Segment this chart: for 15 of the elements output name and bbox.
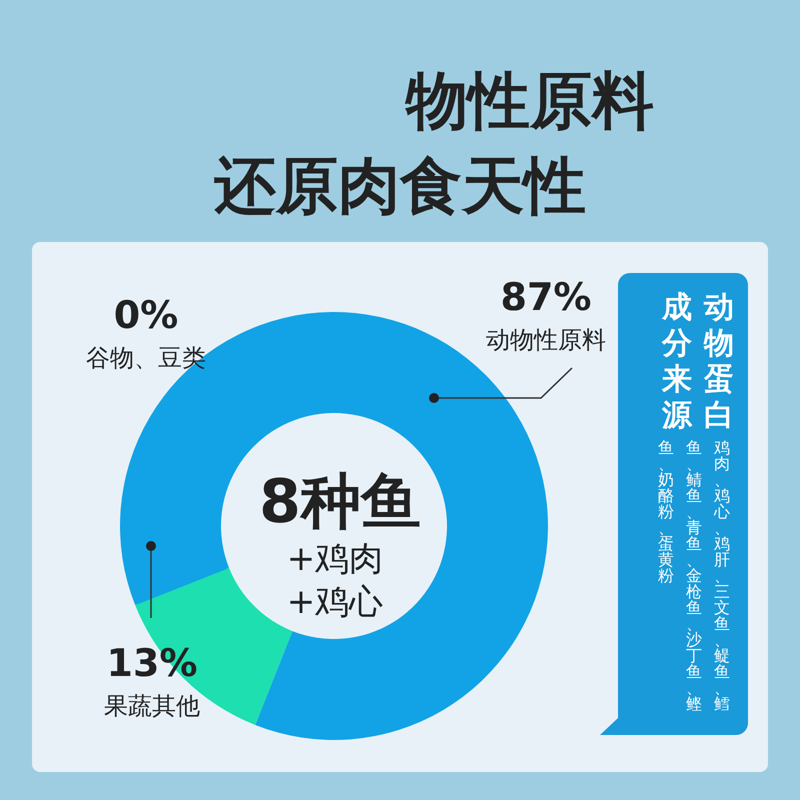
text: +鸡心 — [286, 582, 384, 622]
text: 鱼、鲭鱼、青鱼、金枪鱼、沙丁鱼、鲣 — [686, 438, 702, 713]
text: 动物蛋白 — [702, 290, 735, 434]
text: 0% — [114, 293, 178, 337]
text: 鸡肉、鸡心、鸡肝、三文鱼、鳀鱼、鳕 — [714, 438, 730, 713]
data-label: 87% — [500, 275, 592, 319]
text: 鱼、奶酪粉、蛋黄粉 — [658, 438, 674, 585]
chart-title: 物性原料 — [404, 64, 654, 137]
slice-label: 果蔬其他 — [104, 692, 200, 720]
text: +鸡肉 — [286, 539, 384, 579]
chart-subtitle: 还原肉食天性 — [214, 149, 586, 222]
category-label: 谷物、豆类 — [86, 344, 206, 372]
text: 成分来源 — [660, 290, 694, 434]
slice-label: 动物性原料 — [486, 326, 606, 354]
text: 8种鱼 — [259, 467, 421, 537]
